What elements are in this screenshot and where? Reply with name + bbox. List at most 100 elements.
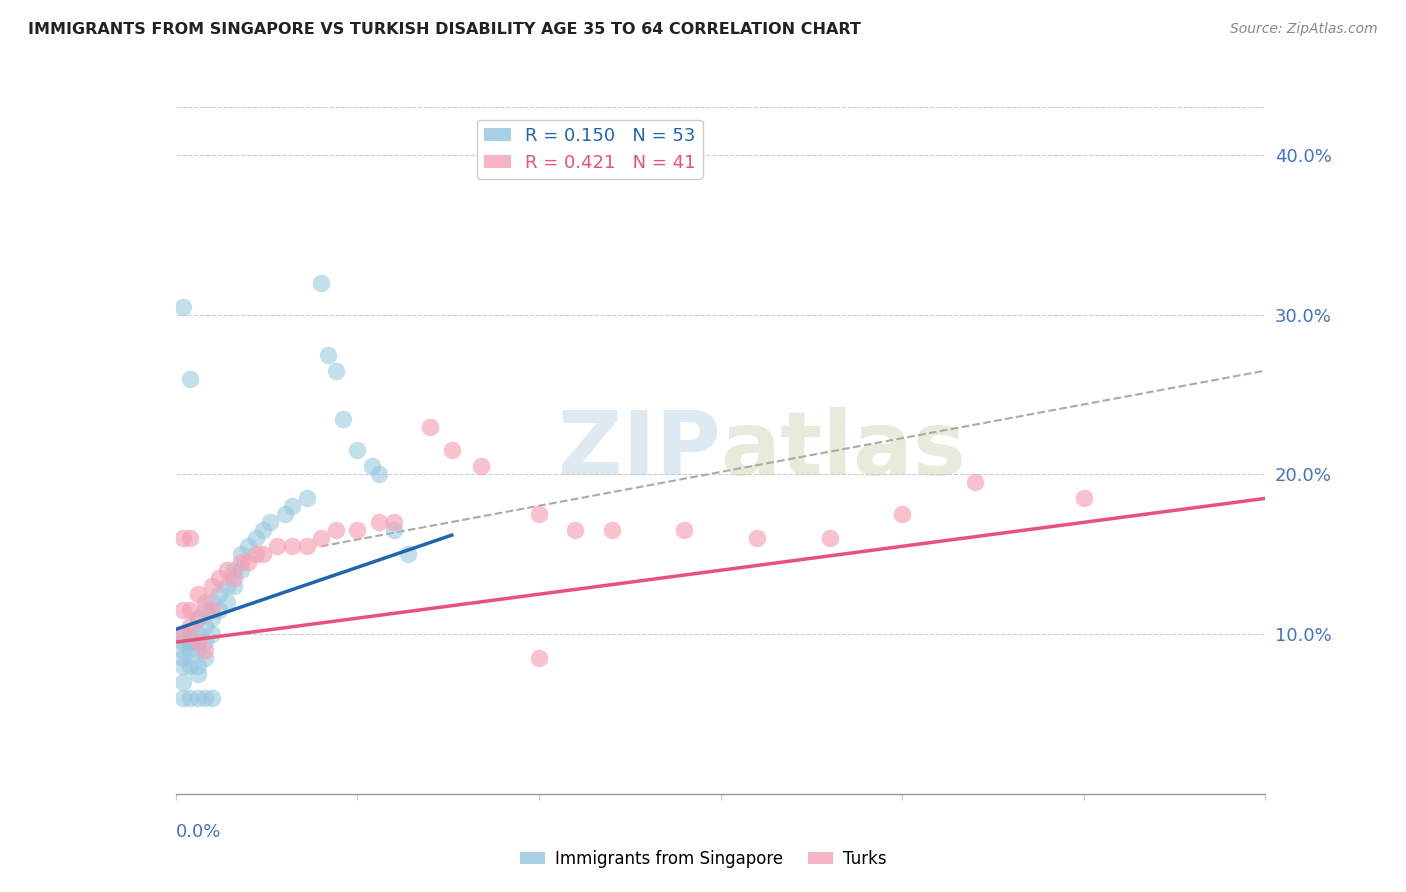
Immigrants from Singapore <box>172 300 194 314</box>
Immigrants from Singapore <box>259 516 281 530</box>
Immigrants from Singapore <box>238 539 260 553</box>
Immigrants from Singapore <box>179 659 201 673</box>
Turks <box>238 555 260 569</box>
Immigrants from Singapore <box>186 659 209 673</box>
Turks <box>470 459 492 474</box>
Immigrants from Singapore <box>172 659 194 673</box>
Immigrants from Singapore <box>179 371 201 385</box>
Immigrants from Singapore <box>245 531 267 545</box>
Turks <box>745 531 768 545</box>
Turks <box>179 603 201 617</box>
Immigrants from Singapore <box>396 547 419 561</box>
Text: ZIP: ZIP <box>558 407 721 494</box>
Immigrants from Singapore <box>360 459 382 474</box>
Immigrants from Singapore <box>186 691 209 706</box>
Immigrants from Singapore <box>215 579 238 593</box>
Immigrants from Singapore <box>208 603 231 617</box>
Immigrants from Singapore <box>194 603 217 617</box>
Turks <box>186 587 209 601</box>
Immigrants from Singapore <box>201 691 224 706</box>
Immigrants from Singapore <box>274 508 297 522</box>
Text: 0.0%: 0.0% <box>176 822 221 841</box>
Turks <box>963 475 986 490</box>
Turks <box>382 516 405 530</box>
Turks <box>295 539 318 553</box>
Immigrants from Singapore <box>179 643 201 657</box>
Immigrants from Singapore <box>346 443 368 458</box>
Immigrants from Singapore <box>172 635 194 649</box>
Immigrants from Singapore <box>215 595 238 609</box>
Immigrants from Singapore <box>325 363 347 377</box>
Turks <box>245 547 267 561</box>
Turks <box>179 531 201 545</box>
Turks <box>346 524 368 538</box>
Turks <box>368 516 391 530</box>
Immigrants from Singapore <box>186 611 209 625</box>
Immigrants from Singapore <box>186 627 209 641</box>
Text: IMMIGRANTS FROM SINGAPORE VS TURKISH DISABILITY AGE 35 TO 64 CORRELATION CHART: IMMIGRANTS FROM SINGAPORE VS TURKISH DIS… <box>28 22 860 37</box>
Turks <box>201 579 224 593</box>
Turks <box>208 571 231 585</box>
Immigrants from Singapore <box>368 467 391 482</box>
Immigrants from Singapore <box>222 579 245 593</box>
Immigrants from Singapore <box>281 500 304 514</box>
Immigrants from Singapore <box>318 348 340 362</box>
Turks <box>194 643 217 657</box>
Immigrants from Singapore <box>208 587 231 601</box>
Immigrants from Singapore <box>172 651 194 665</box>
Immigrants from Singapore <box>201 611 224 625</box>
Immigrants from Singapore <box>172 627 194 641</box>
Turks <box>194 595 217 609</box>
Immigrants from Singapore <box>172 675 194 690</box>
Turks <box>172 531 194 545</box>
Turks <box>201 603 224 617</box>
Immigrants from Singapore <box>231 547 253 561</box>
Turks <box>564 524 586 538</box>
Immigrants from Singapore <box>231 563 253 577</box>
Immigrants from Singapore <box>332 411 354 425</box>
Turks <box>186 611 209 625</box>
Immigrants from Singapore <box>382 524 405 538</box>
Turks <box>309 531 332 545</box>
Turks <box>252 547 274 561</box>
Legend: R = 0.150   N = 53, R = 0.421   N = 41: R = 0.150 N = 53, R = 0.421 N = 41 <box>477 120 703 179</box>
Turks <box>600 524 623 538</box>
Turks <box>172 627 194 641</box>
Text: Source: ZipAtlas.com: Source: ZipAtlas.com <box>1230 22 1378 37</box>
Turks <box>172 603 194 617</box>
Immigrants from Singapore <box>172 691 194 706</box>
Turks <box>891 508 914 522</box>
Immigrants from Singapore <box>201 595 224 609</box>
Immigrants from Singapore <box>295 491 318 506</box>
Turks <box>673 524 696 538</box>
Legend: Immigrants from Singapore, Turks: Immigrants from Singapore, Turks <box>513 844 893 875</box>
Turks <box>325 524 347 538</box>
Turks <box>527 651 550 665</box>
Immigrants from Singapore <box>194 651 217 665</box>
Turks <box>186 635 209 649</box>
Immigrants from Singapore <box>186 643 209 657</box>
Turks <box>440 443 463 458</box>
Immigrants from Singapore <box>201 627 224 641</box>
Turks <box>222 571 245 585</box>
Turks <box>1073 491 1095 506</box>
Immigrants from Singapore <box>172 643 194 657</box>
Immigrants from Singapore <box>194 619 217 633</box>
Immigrants from Singapore <box>179 635 201 649</box>
Turks <box>179 619 201 633</box>
Immigrants from Singapore <box>186 667 209 681</box>
Text: atlas: atlas <box>721 407 966 494</box>
Immigrants from Singapore <box>222 563 245 577</box>
Immigrants from Singapore <box>194 635 217 649</box>
Turks <box>281 539 304 553</box>
Turks <box>231 555 253 569</box>
Turks <box>419 419 441 434</box>
Immigrants from Singapore <box>309 276 332 290</box>
Turks <box>266 539 288 553</box>
Immigrants from Singapore <box>179 627 201 641</box>
Immigrants from Singapore <box>179 691 201 706</box>
Immigrants from Singapore <box>252 524 274 538</box>
Turks <box>818 531 841 545</box>
Turks <box>215 563 238 577</box>
Immigrants from Singapore <box>194 691 217 706</box>
